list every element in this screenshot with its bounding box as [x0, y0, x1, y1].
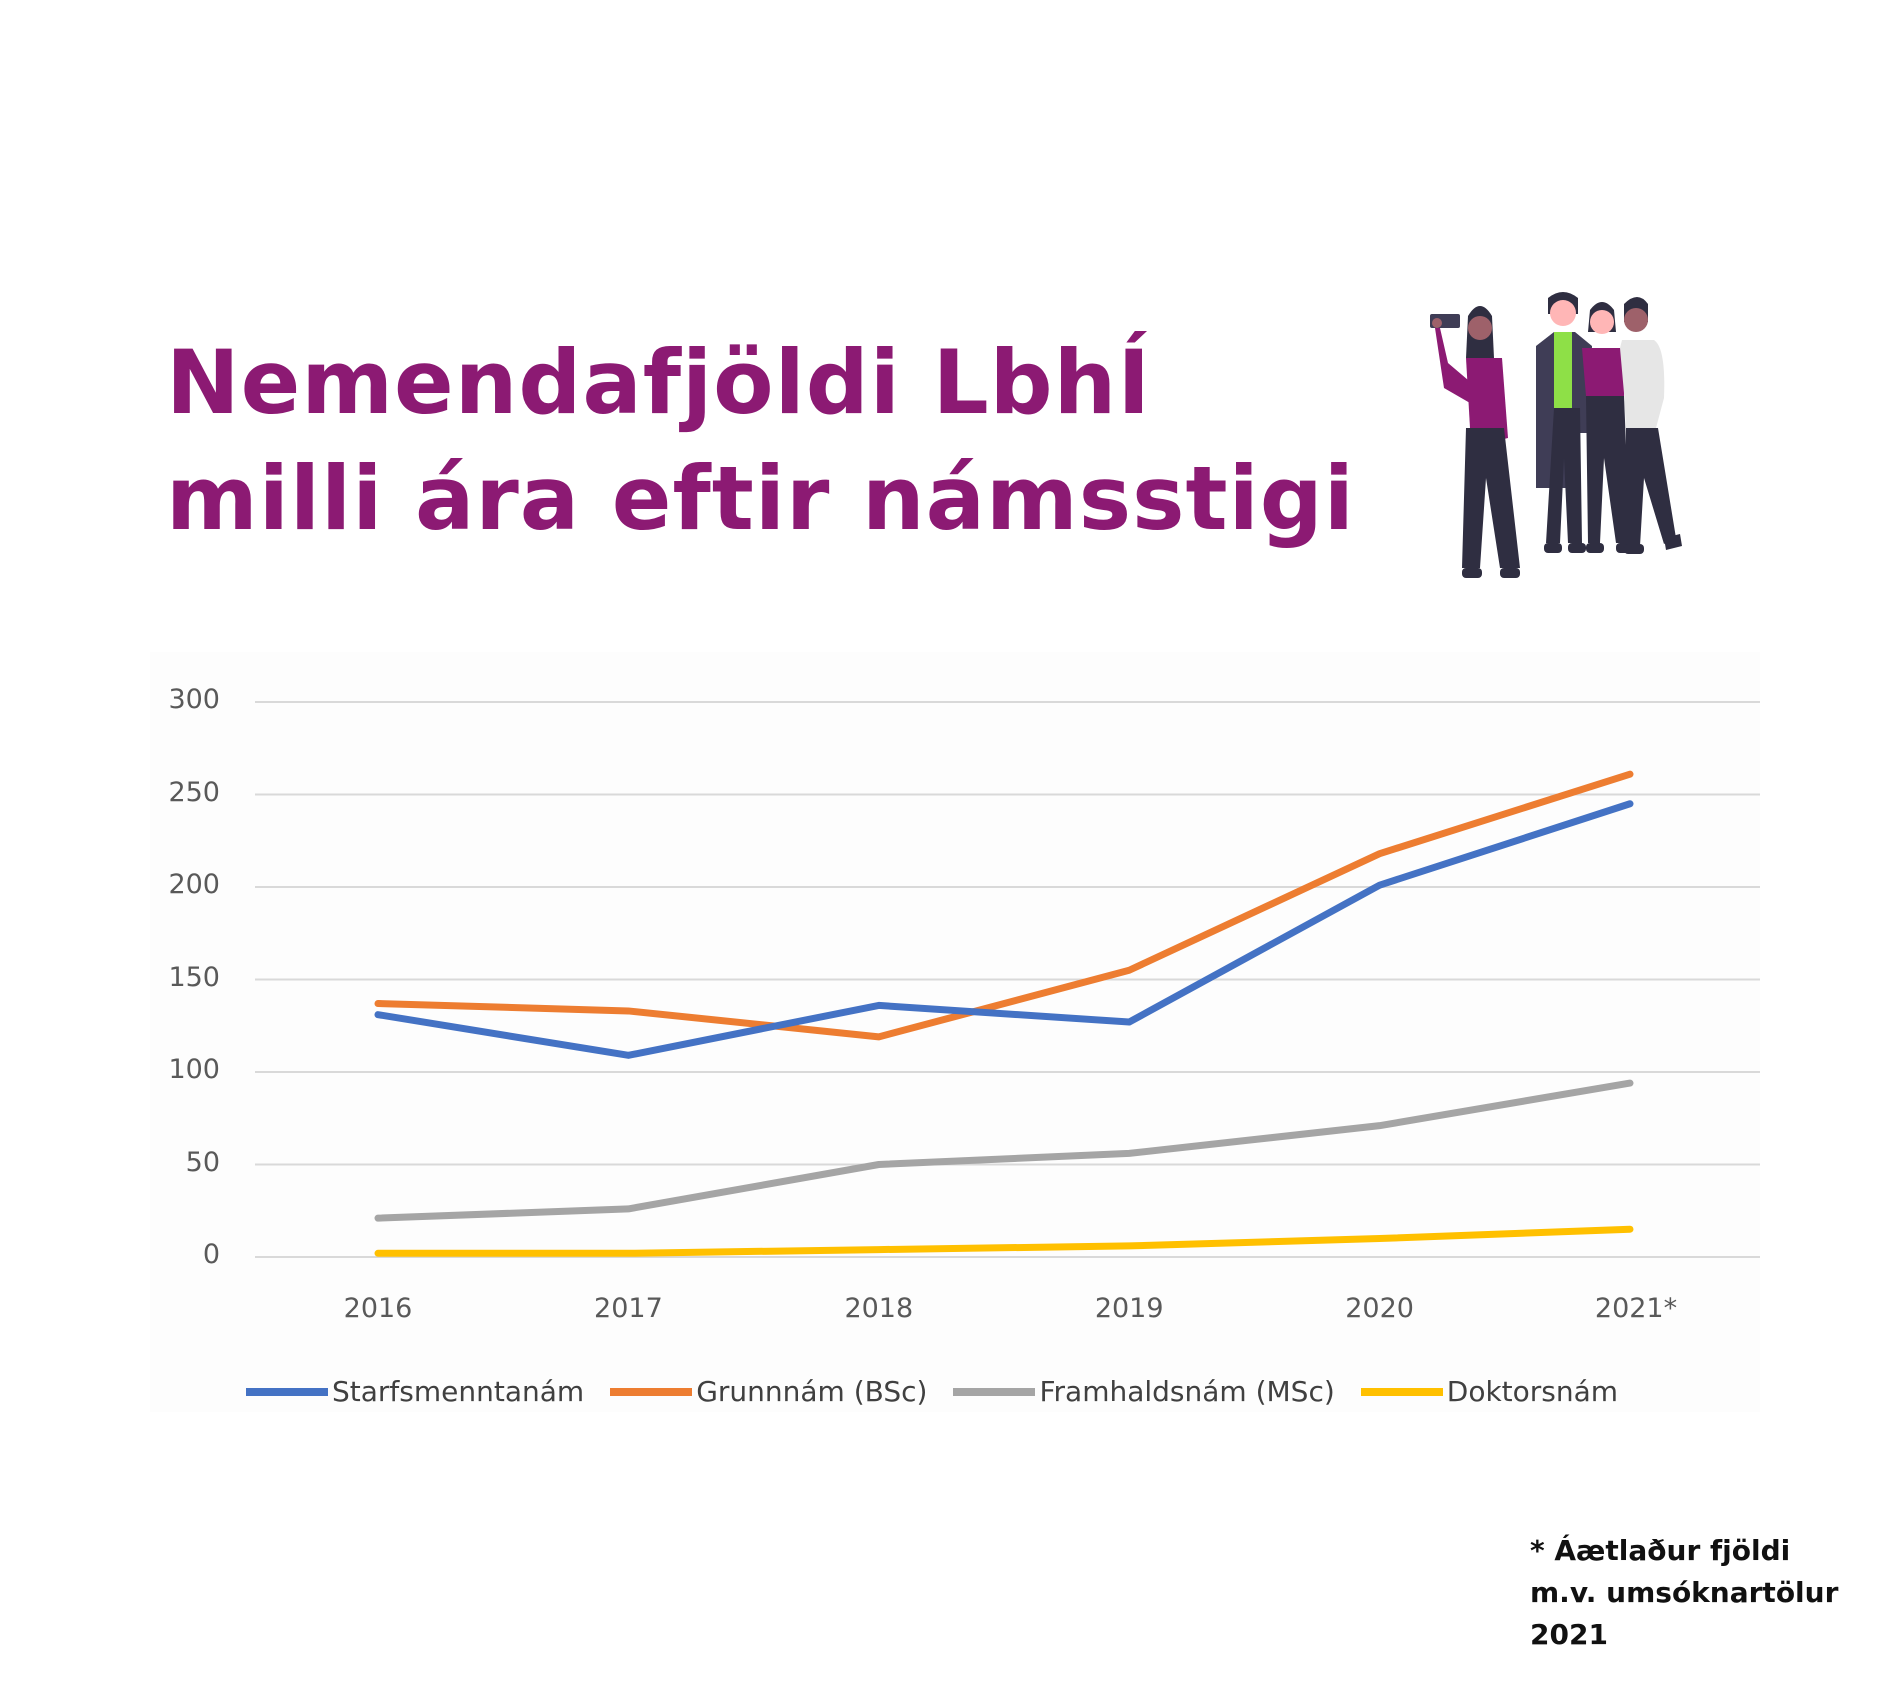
- legend-label: Doktorsnám: [1446, 1375, 1619, 1408]
- page-title: Nemendafjöldi LbhÍ milli ára eftir námss…: [166, 325, 1355, 557]
- legend-label: Grunnnám (BSc): [696, 1375, 928, 1408]
- y-tick-label: 0: [202, 1239, 220, 1270]
- gridlines: [255, 701, 1760, 1258]
- title-line-2: milli ára eftir námsstigi: [166, 447, 1355, 550]
- x-tick-label: 2017: [594, 1293, 663, 1324]
- footnote-line-2: m.v. umsóknartölur: [1530, 1576, 1839, 1609]
- footnote: * Áætlaður fjöldi m.v. umsóknartölur 202…: [1530, 1530, 1838, 1656]
- chart-legend: Starfsmenntanám Grunnnám (BSc) Framhaldsná…: [246, 1375, 1644, 1408]
- legend-item: Framhaldsnám (MSc): [953, 1375, 1335, 1408]
- series-lines: [374, 770, 1634, 1257]
- x-tick-label: 2020: [1345, 1293, 1414, 1324]
- y-tick-label: 200: [168, 869, 220, 900]
- legend-swatch-icon: [246, 1387, 328, 1396]
- people-illustration-icon: [1430, 292, 1682, 578]
- series-line: [374, 1225, 1634, 1257]
- series-line: [374, 1079, 1634, 1222]
- legend-swatch-icon: [1360, 1387, 1443, 1396]
- y-tick-label: 150: [168, 961, 220, 993]
- y-tick-label: 50: [185, 1146, 220, 1178]
- y-tick-label: 250: [168, 776, 220, 808]
- footnote-line-3: 2021: [1530, 1618, 1608, 1651]
- legend-swatch-icon: [953, 1387, 1036, 1396]
- x-tick-label: 2018: [844, 1293, 914, 1324]
- x-tick-label: 2019: [1094, 1293, 1164, 1324]
- series-line: [374, 800, 1634, 1059]
- legend-item: Starfsmenntanám: [246, 1375, 584, 1408]
- x-tick-label: 2021*: [1594, 1293, 1678, 1324]
- legend-label: Framhaldsnám (MSc): [1039, 1375, 1335, 1408]
- x-tick-label: 2016: [343, 1293, 413, 1324]
- legend-item: Grunnnám (BSc): [610, 1375, 927, 1408]
- footnote-line-1: * Áætlaður fjöldi: [1530, 1534, 1791, 1567]
- legend-item: Doktorsnám: [1360, 1375, 1619, 1408]
- series-line: [374, 770, 1634, 1041]
- legend-label: Starfsmenntanám: [332, 1375, 585, 1408]
- chart-area: [150, 652, 1760, 1412]
- y-tick-label: 300: [168, 684, 220, 715]
- y-tick-label: 100: [168, 1054, 220, 1085]
- title-line-1: Nemendafjöldi LbhÍ: [166, 331, 1152, 434]
- legend-swatch-icon: [610, 1387, 693, 1396]
